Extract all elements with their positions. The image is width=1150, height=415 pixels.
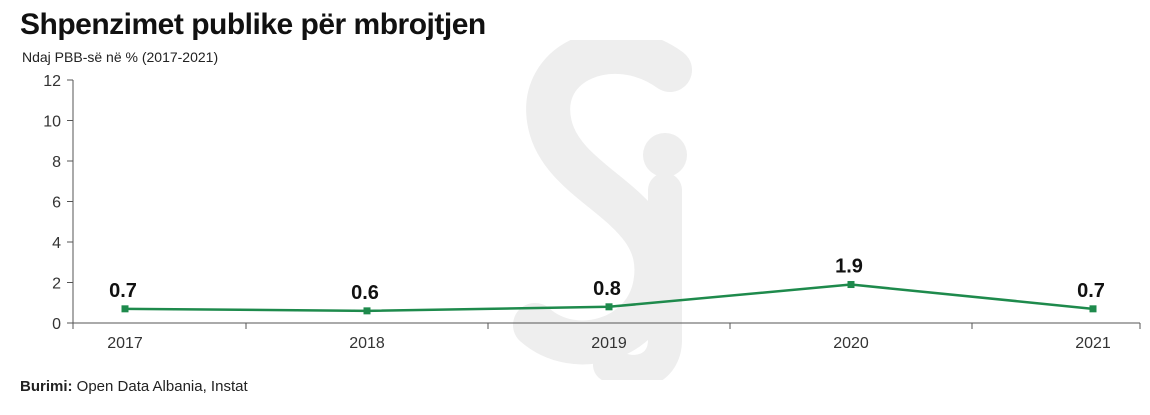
x-tick-label: 2017	[107, 335, 143, 352]
y-tick-label: 12	[43, 73, 61, 90]
x-tick-label: 2021	[1075, 335, 1111, 352]
data-point-marker	[605, 303, 613, 311]
data-label: 0.7	[1077, 280, 1105, 302]
y-tick-label: 8	[52, 154, 61, 171]
data-point-marker	[363, 307, 371, 315]
y-axis: 0 2 4 6 8 10 12	[43, 73, 74, 333]
chart-subtitle: Ndaj PBB-së në % (2017-2021)	[22, 49, 219, 65]
y-tick-label: 2	[52, 276, 61, 293]
chart-title: Shpenzimet publike për mbrojtjen	[20, 8, 486, 41]
data-label: 0.6	[351, 282, 379, 304]
y-tick-label: 0	[52, 316, 61, 333]
source-text: Open Data Albania, Instat	[72, 378, 248, 395]
data-point-marker	[1089, 305, 1097, 313]
source-label: Burimi:	[20, 378, 73, 395]
series-group: 0.7 0.6 0.8 1.9 0.7	[109, 256, 1105, 315]
y-tick-label: 10	[43, 114, 61, 131]
source-note: Burimi: Open Data Albania, Instat	[20, 378, 248, 395]
data-label: 0.7	[109, 280, 137, 302]
y-tick-label: 4	[52, 235, 61, 252]
x-tick-label: 2020	[833, 335, 869, 352]
x-tick-label: 2018	[349, 335, 385, 352]
data-point-marker	[847, 281, 855, 289]
data-label: 0.8	[593, 278, 621, 300]
data-label: 1.9	[835, 256, 863, 278]
x-axis: 2017 2018 2019 2020 2021	[72, 322, 1141, 352]
x-tick-label: 2019	[591, 335, 627, 352]
data-point-marker	[121, 305, 129, 313]
y-tick-label: 6	[52, 195, 61, 212]
